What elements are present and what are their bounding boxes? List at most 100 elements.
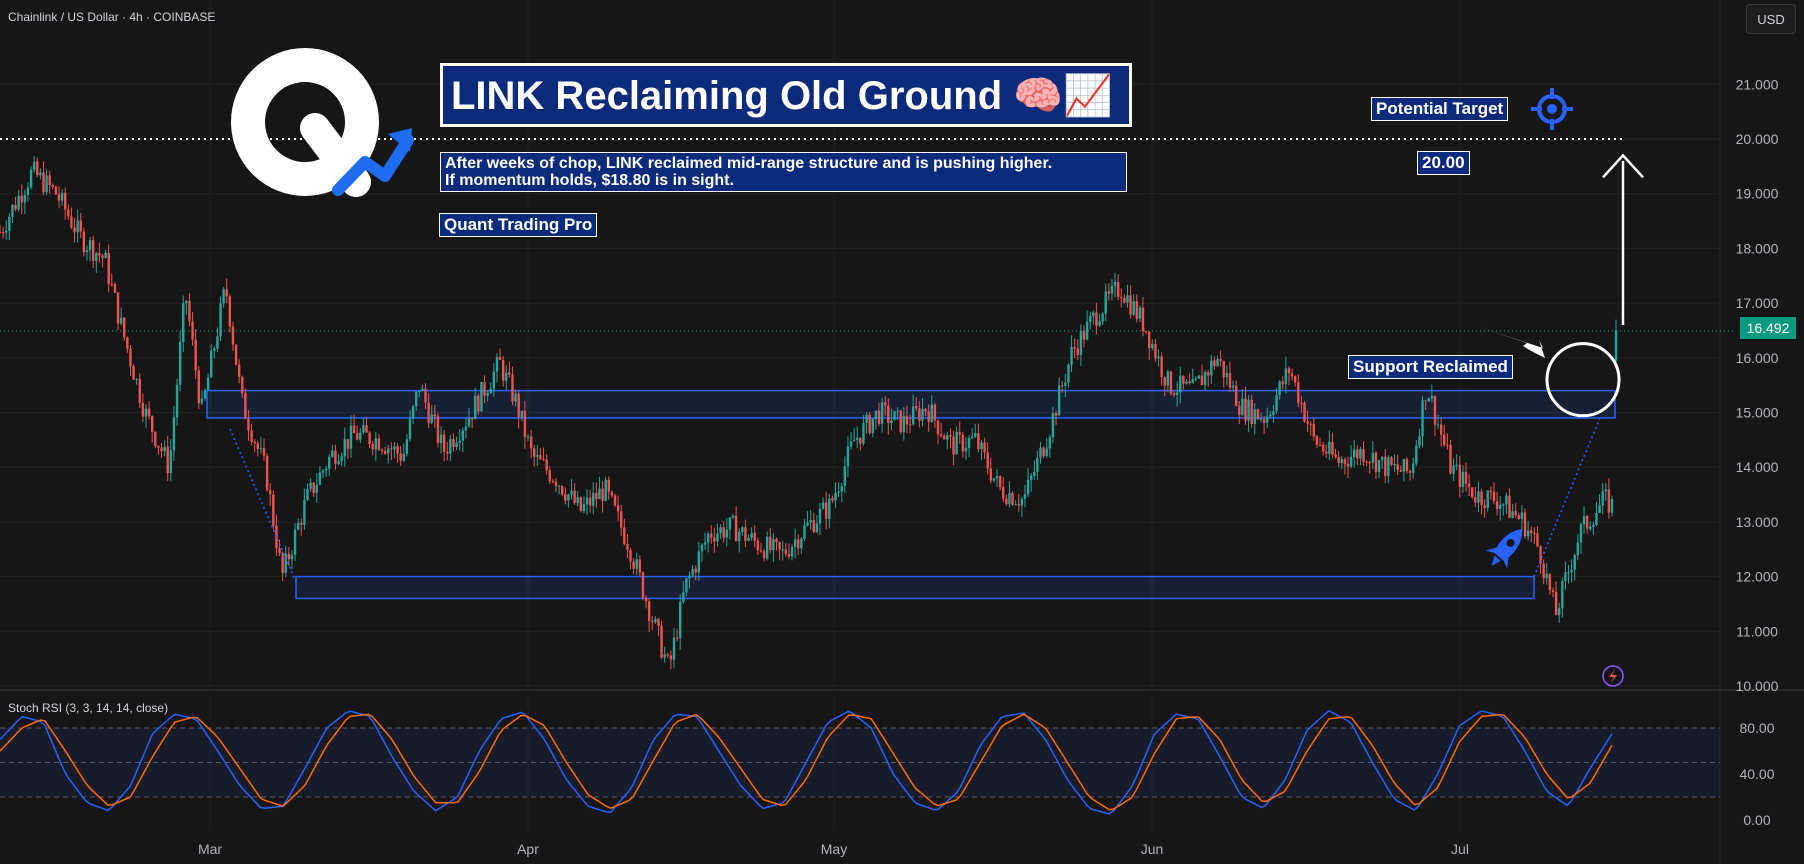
candle-body: [1228, 373, 1232, 388]
candle-body: [0, 231, 2, 233]
candle-body: [1337, 457, 1340, 463]
candle-body: [741, 527, 744, 533]
candle-body: [147, 408, 151, 417]
candle-body: [489, 388, 492, 394]
candle-body: [461, 430, 464, 441]
candle-body: [918, 408, 921, 421]
stoch-rsi-pane: [0, 710, 1720, 815]
time-axis[interactable]: Mar Apr May Jun Jul: [198, 841, 1469, 857]
candle-body: [8, 216, 11, 231]
candle-body: [992, 478, 996, 481]
candle-body: [958, 432, 961, 435]
price-tick-label: 15.000: [1736, 405, 1779, 421]
candle-body: [660, 625, 663, 658]
candle-body: [1014, 504, 1017, 506]
candle-body: [554, 481, 558, 487]
candle-body: [483, 382, 486, 396]
candle-body: [1067, 364, 1070, 383]
candle-body: [498, 356, 502, 361]
candle-body: [821, 502, 825, 509]
candle-body: [123, 317, 126, 338]
candle-body: [1439, 424, 1443, 435]
candle-body: [1297, 382, 1300, 403]
stoch-rsi-legend[interactable]: Stoch RSI (3, 3, 14, 14, close): [8, 701, 169, 715]
candle-body: [952, 436, 955, 455]
candle-body: [865, 414, 868, 423]
candle-body: [1492, 491, 1496, 502]
candle-body: [778, 542, 781, 550]
price-axis[interactable]: 21.000 20.000 19.000 18.000 17.000 16.000 15.0…: [1736, 76, 1779, 828]
time-tick-label: Jul: [1451, 841, 1469, 857]
candle-body: [1132, 301, 1135, 315]
candle-body: [787, 553, 791, 557]
candle-body: [1082, 330, 1086, 340]
symbol-title: Chainlink / US Dollar · 4h · COINBASE: [8, 10, 216, 24]
candle-body: [1203, 372, 1207, 386]
candle-body: [573, 490, 576, 504]
candle-body: [725, 529, 728, 538]
candle-body: [1020, 498, 1024, 506]
description-line-1: After weeks of chop, LINK reclaimed mid-…: [445, 155, 1053, 172]
candle-body: [635, 559, 638, 569]
candle-body: [1458, 464, 1462, 487]
candle-body: [1461, 471, 1465, 487]
candle-body: [1498, 504, 1502, 509]
candle-body: [70, 216, 73, 228]
candle-body: [1110, 285, 1114, 294]
candle-body: [343, 439, 346, 457]
candle-body: [1365, 461, 1368, 463]
candle-body: [1216, 359, 1219, 367]
candle-body: [1328, 441, 1331, 454]
candle-body: [1076, 348, 1079, 356]
candle-body: [163, 446, 166, 452]
candle-body: [169, 450, 173, 474]
candle-body: [1259, 419, 1263, 421]
candle-body: [1505, 495, 1508, 505]
candle-body: [1483, 504, 1486, 508]
candle-body: [846, 446, 850, 467]
price-tick-label: 10.000: [1736, 678, 1779, 694]
alert-lightning-icon[interactable]: [1602, 665, 1624, 687]
candle-body: [753, 533, 756, 541]
candle-body: [1523, 512, 1527, 537]
candle-body: [442, 434, 446, 452]
candle-body: [862, 422, 865, 444]
candle-body: [293, 529, 297, 555]
candle-body: [1266, 416, 1269, 424]
candle-body: [368, 432, 371, 445]
candle-body: [424, 388, 427, 403]
candle-body: [588, 497, 592, 506]
candle-body: [691, 568, 694, 576]
candle-body: [623, 527, 626, 544]
candle-body: [1085, 321, 1089, 340]
candle-body: [206, 377, 210, 390]
candle-body: [138, 378, 141, 403]
candle-body: [250, 430, 253, 442]
price-tick-label: 17.000: [1736, 295, 1779, 311]
candle-body: [1290, 373, 1294, 377]
candle-body: [641, 572, 645, 599]
candle-body: [1514, 511, 1517, 516]
candle-body: [644, 598, 648, 602]
candle-body: [76, 220, 79, 233]
candle-body: [300, 522, 303, 525]
brand-label: Quant Trading Pro: [439, 213, 598, 237]
candle-body: [166, 446, 169, 474]
candle-body: [182, 303, 185, 342]
candle-body: [1300, 402, 1303, 404]
candle-body: [1592, 525, 1595, 527]
candle-body: [98, 253, 101, 256]
currency-button[interactable]: USD: [1746, 4, 1796, 34]
candle-body: [36, 161, 39, 176]
target-crosshair-icon: [1531, 88, 1573, 130]
candle-body: [1036, 457, 1039, 472]
candle-body: [629, 549, 632, 562]
candle-body: [1315, 436, 1319, 445]
candle-body: [1430, 396, 1434, 399]
candle-body: [1585, 516, 1589, 529]
candle-body: [486, 393, 489, 396]
candle-body: [14, 204, 17, 210]
candle-body: [1207, 372, 1210, 376]
candle-body: [1219, 359, 1222, 361]
